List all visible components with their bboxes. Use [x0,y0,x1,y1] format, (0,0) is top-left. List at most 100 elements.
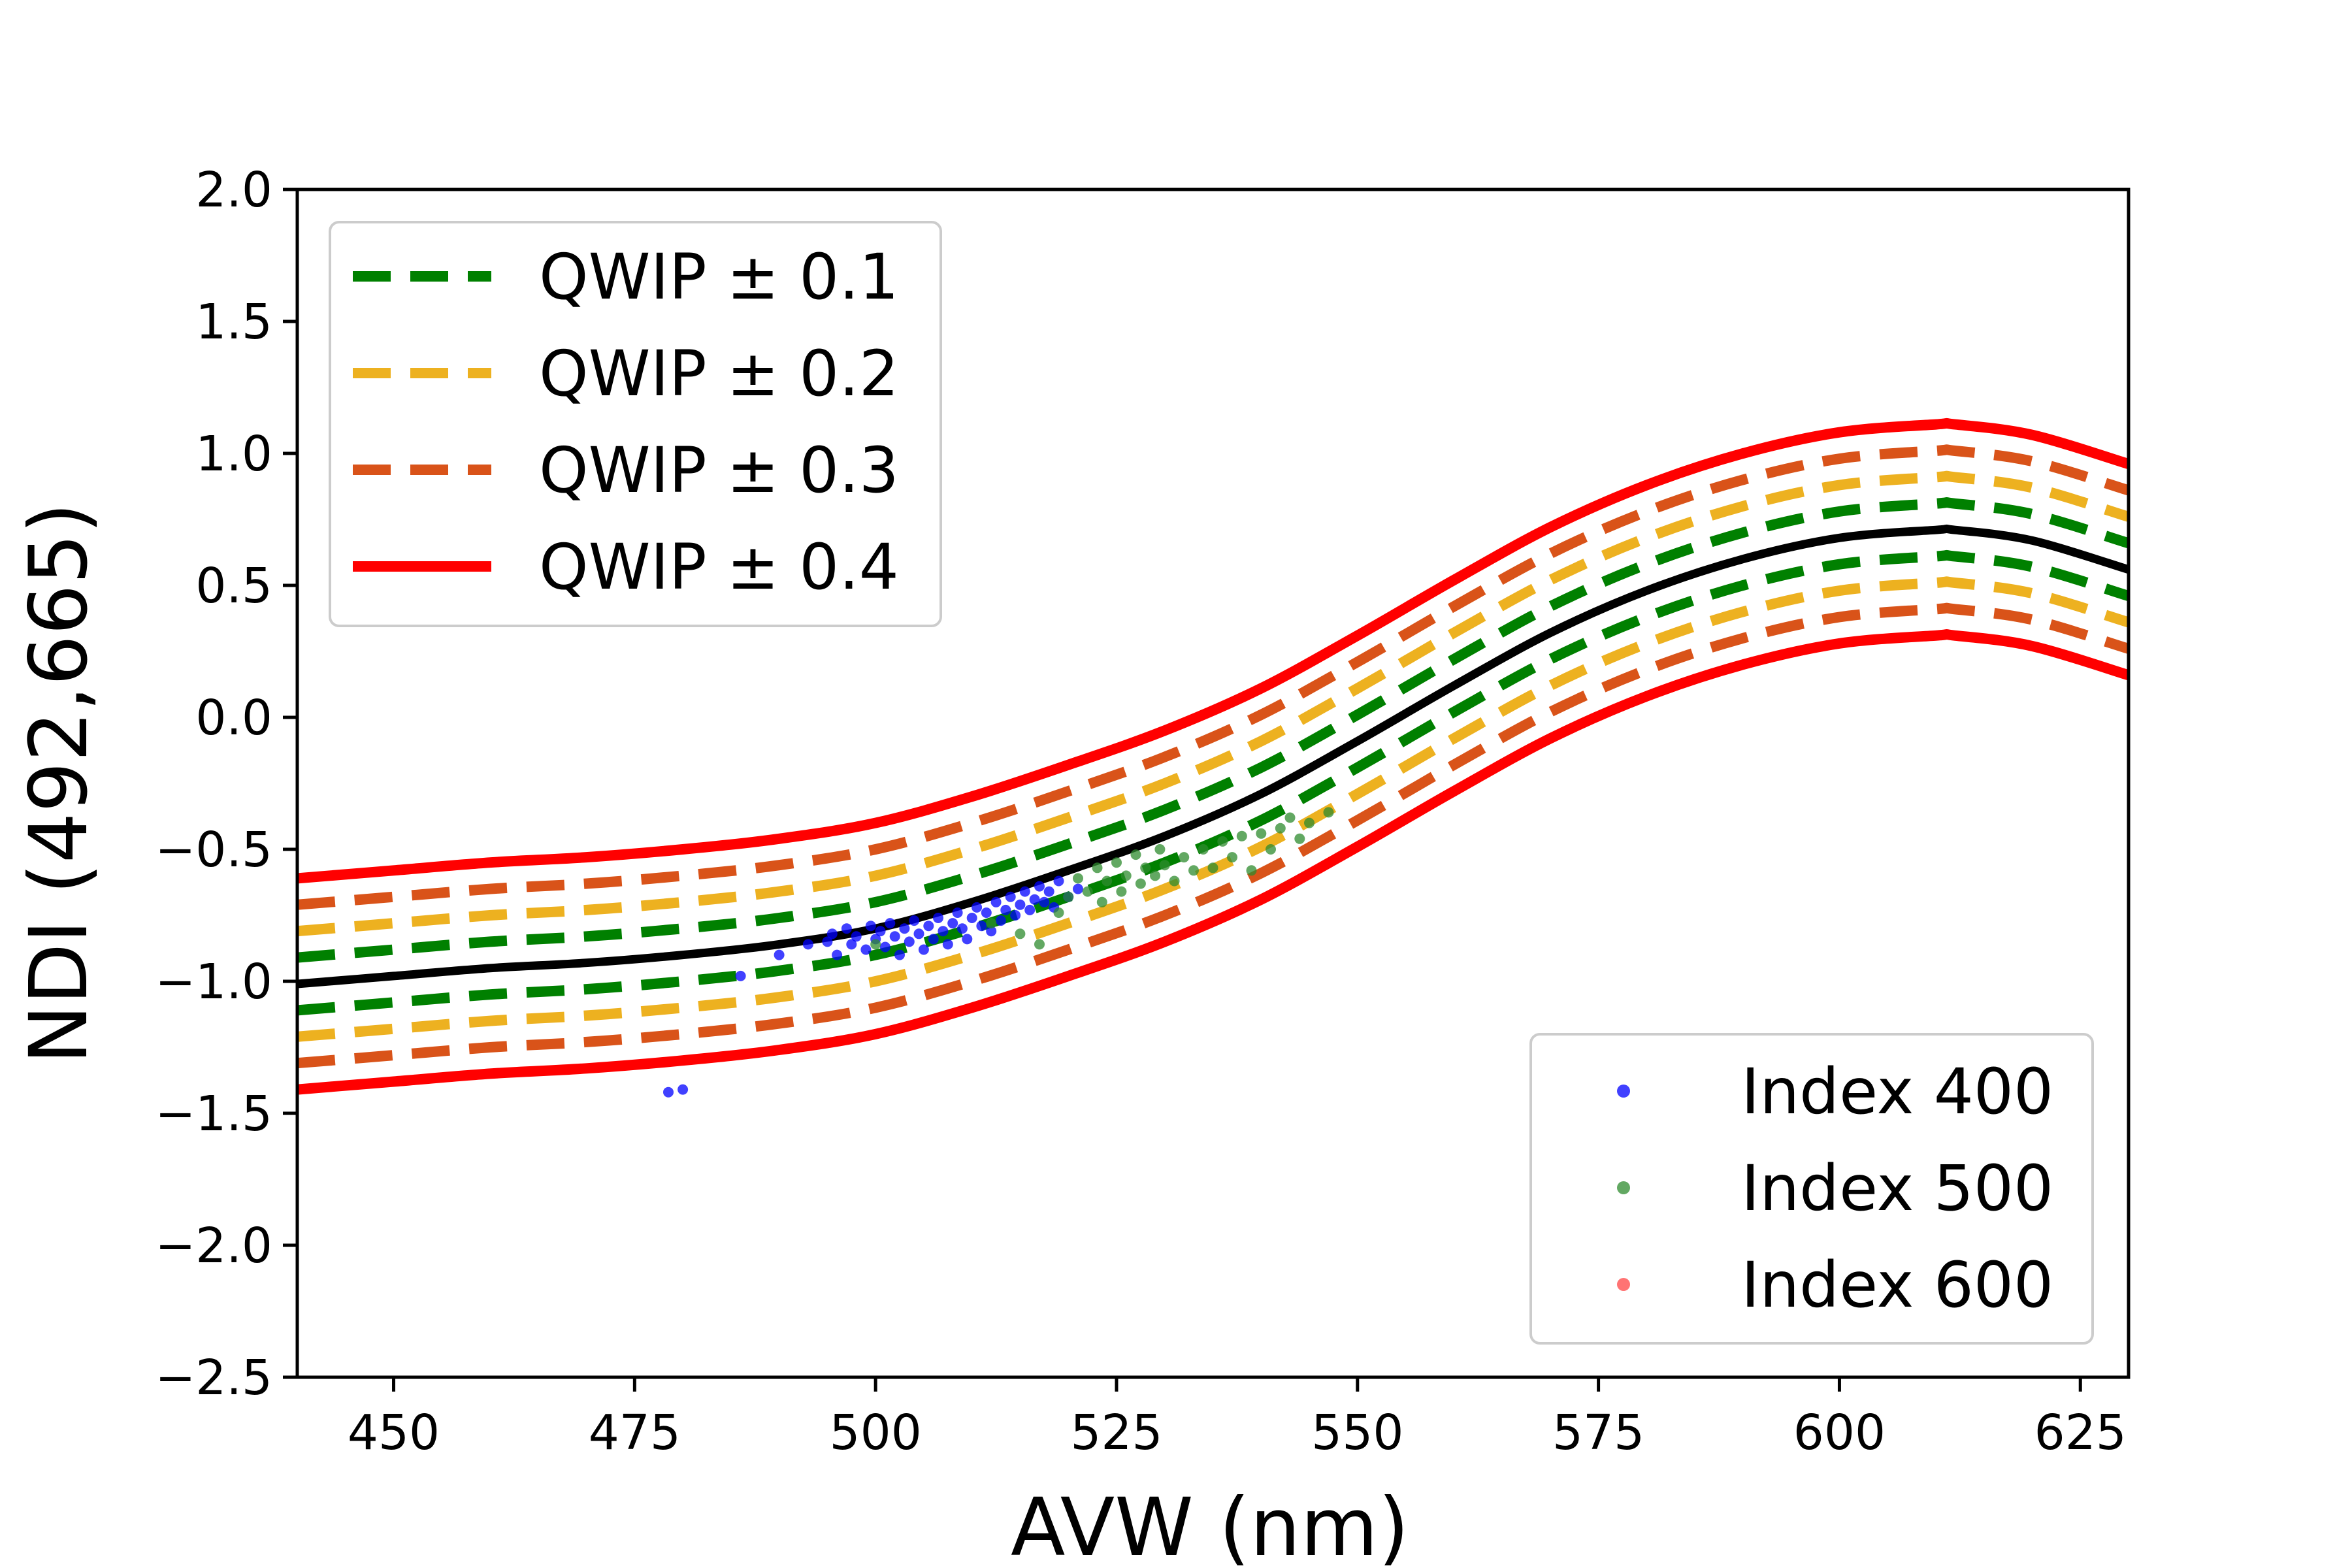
index-400-point [923,921,934,932]
index-500-point [1130,849,1141,860]
index-500-point [1294,833,1305,844]
index-500-point [870,939,881,950]
index-400-point [1029,894,1040,905]
index-400-point [860,944,872,955]
index-400-point [962,934,973,945]
index-400-point [735,970,746,981]
index-500-point [1063,891,1074,902]
index-500-point [1120,870,1132,881]
index-500-point [1179,852,1190,863]
index-400-point [826,928,838,939]
index-500-point [1246,865,1257,876]
index-500-point [1227,852,1237,863]
index-legend-label: Index 600 [1741,1249,2053,1322]
index-400-point [904,936,915,947]
index-400-point [802,939,813,950]
index-500-point [1015,928,1026,939]
index-400-point [889,931,900,942]
index-500-point [1150,870,1160,881]
index-500-point [1169,875,1180,887]
index-500-point [1073,873,1083,884]
qwip-legend-box [329,221,942,627]
index-legend-marker [1617,1181,1630,1194]
index-500-point [1256,828,1267,839]
y-tick-label: −0.5 [155,822,272,878]
qwip-band-04-upper [297,417,2129,884]
qwip-legend: QWIP ± 0.1 QWIP ± 0.2 QWIP ± 0.3 QWIP ± 0.4 [329,221,942,627]
index-400-point [952,907,963,918]
index-500-point [1082,886,1093,897]
index-400-point [1039,896,1050,907]
index-500-point [1198,844,1209,855]
qwip-legend-label: QWIP ± 0.3 [539,434,899,507]
index-500-point [1102,875,1113,887]
index-400-point [885,918,896,929]
qwip-band-04-lower [297,629,2129,1095]
index-400-point [909,915,920,926]
index-400-point [822,936,833,947]
index-400-point [956,923,968,934]
plot-frame [295,188,2131,1379]
qwip-band-03-upper [297,444,2129,910]
index-400-point [1043,886,1054,897]
index-legend: Index 400 Index 500 Index 600 [1529,1033,2094,1345]
index-400-point [913,928,924,939]
qwip-band-01-lower [297,549,2129,1016]
index-500-point [1135,878,1146,889]
y-tick-label: −1.5 [155,1086,272,1142]
index-500-point [1096,896,1107,907]
index-legend-marker [1617,1278,1630,1291]
index-400-point [947,918,958,929]
index-400-point [1034,881,1045,892]
x-tick-label: 625 [2034,1405,2127,1461]
index-400-point [1073,883,1083,894]
index-500-point [1092,862,1103,874]
y-tick-label: 1.0 [195,426,272,482]
x-tick-label: 525 [1070,1405,1162,1461]
qwip-bands [297,417,2129,1095]
index-400-point [1019,886,1030,897]
index-400-point [1000,904,1011,915]
index-500-point [1284,812,1296,823]
index-400-point [986,926,997,937]
index-500-point [1236,830,1247,841]
qwip-legend-label: QWIP ± 0.2 [539,337,899,410]
index-400-point [879,941,890,953]
index-400-point [841,923,852,934]
index-400-point [1024,904,1036,915]
index-legend-label: Index 500 [1741,1152,2053,1225]
index-400-point [774,949,785,960]
y-tick-label: −2.0 [155,1218,272,1274]
qwip-center-layer [297,524,2129,988]
index-400-point [851,931,862,942]
y-tick-label: 0.0 [195,690,272,746]
index-500-point [1217,836,1228,847]
x-tick-label: 500 [830,1405,922,1461]
index-400-point [1005,891,1016,902]
index-500-point [1304,817,1315,828]
index-500-point [1111,857,1122,868]
index-500-point [1154,844,1166,855]
y-tick-label: 1.5 [195,294,272,350]
y-tick-label: −1.0 [155,954,272,1010]
qwip-band-02-upper [297,470,2129,937]
qwip-legend-label: QWIP ± 0.1 [539,240,899,314]
x-tick-label: 475 [589,1405,681,1461]
index-400-point [928,934,939,945]
index-400-point [972,902,983,913]
index-400-point [894,949,905,960]
index-legend-marker [1617,1085,1630,1098]
index-400-point [832,949,843,960]
x-axis-ticks: 450 475 500 525 550 575 600 625 [348,1377,2127,1461]
index-400-point [976,921,987,932]
qwip-band-02-lower [297,576,2129,1042]
index-400-point [933,913,943,923]
index-400-point [865,921,876,932]
index-500-point [986,918,997,929]
x-axis-title: AVW (nm) [1011,1481,1409,1568]
index-400-point [918,944,929,955]
index-400-point [995,915,1006,926]
index-400-point [1010,910,1021,921]
index-400-point [966,913,977,923]
